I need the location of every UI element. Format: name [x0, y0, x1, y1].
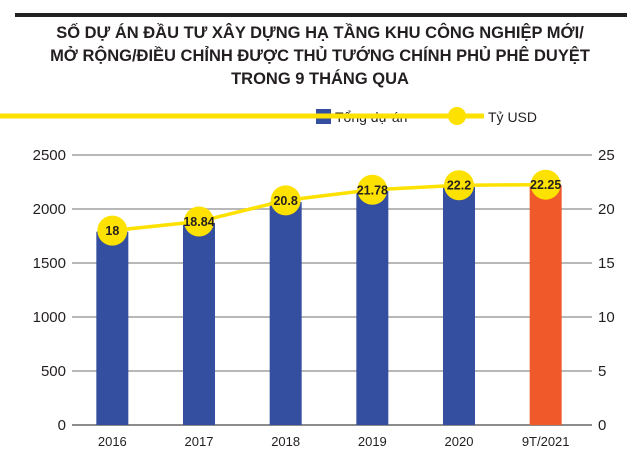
- line-marker: [357, 174, 388, 205]
- y-left-tick-label: 2500: [33, 147, 66, 164]
- bar: [356, 191, 389, 425]
- data-label: 20.8: [273, 194, 297, 208]
- y-left-tick-label: 1500: [33, 255, 66, 272]
- y-left-tick-label: 2000: [33, 201, 66, 218]
- x-tick-label: 9T/2021: [522, 434, 570, 449]
- legend-line-label: Tỷ USD: [488, 109, 537, 125]
- line-marker: [270, 185, 301, 216]
- data-label: 21.78: [357, 183, 388, 197]
- data-label: 22.2: [447, 179, 471, 193]
- line-marker: [97, 215, 128, 246]
- y-right-tick-label: 0: [598, 417, 606, 434]
- chart-title: SỐ DỰ ÁN ĐẦU TƯ XÂY DỰNG HẠ TẦNG KHU CÔN…: [0, 22, 640, 91]
- y-left-tick-label: 500: [41, 363, 66, 380]
- series-line: [112, 182, 546, 233]
- bar: [269, 201, 302, 425]
- x-tick-label: 2017: [185, 434, 214, 449]
- x-tick-label: 2016: [98, 434, 127, 449]
- data-label: 22.25: [530, 178, 561, 192]
- x-tick-label: 2018: [271, 434, 300, 449]
- y-right-tick-label: 10: [598, 309, 615, 326]
- y-right-tick-label: 5: [598, 363, 606, 380]
- title-rule: [15, 13, 627, 17]
- x-tick-label: 2019: [358, 434, 387, 449]
- line-marker: [184, 206, 214, 237]
- y-right-tick-label: 25: [598, 147, 615, 164]
- bar: [529, 185, 562, 425]
- bar: [96, 231, 129, 425]
- y-left-tick-label: 1000: [33, 309, 66, 326]
- bar: [183, 223, 215, 425]
- title-line-2: MỞ RỘNG/ĐIỀU CHỈNH ĐƯỢC THỦ TƯỚNG CHÍNH …: [50, 47, 590, 65]
- y-left-tick-label: 0: [58, 417, 66, 434]
- x-tick-label: 2020: [445, 434, 474, 449]
- title-line-3: TRONG 9 THÁNG QUA: [231, 70, 409, 88]
- bar: [443, 186, 475, 425]
- y-right-tick-label: 20: [598, 201, 615, 218]
- line-marker: [444, 170, 474, 201]
- data-label: 18: [105, 224, 119, 238]
- legend-line-marker: [448, 107, 466, 125]
- data-label: 18.84: [183, 215, 214, 229]
- legend: Tổng dự án Tỷ USD: [0, 107, 537, 125]
- y-right-tick-label: 15: [598, 255, 615, 272]
- title-line-1: SỐ DỰ ÁN ĐẦU TƯ XÂY DỰNG HẠ TẦNG KHU CÔN…: [56, 24, 584, 42]
- line-marker: [530, 169, 561, 200]
